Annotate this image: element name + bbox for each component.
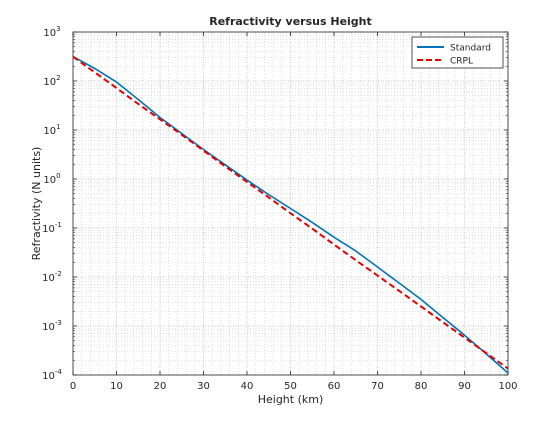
series-line-standard [72, 55, 509, 374]
x-tick-label: 90 [458, 381, 471, 392]
x-tick-label: 60 [328, 381, 341, 392]
legend: Standard CRPL [411, 36, 504, 69]
x-tick-label: 70 [371, 381, 384, 392]
x-tick-label: 100 [498, 381, 517, 392]
legend-box [411, 36, 504, 69]
y-axis-title: Refractivity (N units) [30, 147, 43, 261]
x-tick-label: 20 [154, 381, 167, 392]
x-tick-label: 50 [284, 381, 297, 392]
x-tick-label: 10 [110, 381, 123, 392]
series-line-crpl [72, 55, 509, 370]
x-axis-title: Height (km) [258, 393, 324, 406]
chart-title: Refractivity versus Height [209, 15, 372, 28]
plot-series [72, 55, 509, 374]
legend-label-standard: Standard [450, 44, 491, 54]
grid [72, 31, 509, 376]
legend-label-crpl: CRPL [450, 57, 473, 67]
x-tick-label: 40 [241, 381, 254, 392]
axis-ticks: 0 10 20 30 40 50 60 70 80 90 10010-410-310-210-110… [42, 25, 517, 392]
x-tick-label: 30 [197, 381, 210, 392]
x-tick-label: 0 [70, 381, 76, 392]
x-tick-label: 80 [415, 381, 428, 392]
